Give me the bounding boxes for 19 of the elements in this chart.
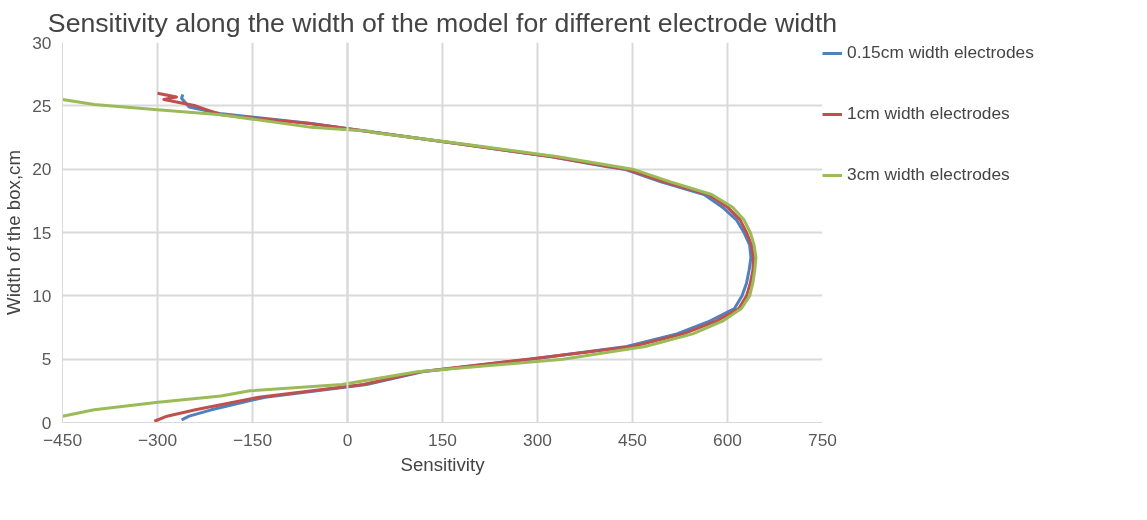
- legend-label: 3cm width electrodes: [847, 164, 1010, 185]
- x-tick-label: 150: [428, 429, 457, 450]
- x-tick-label: 600: [713, 429, 742, 450]
- x-tick-label: 0: [342, 429, 353, 450]
- x-axis-title: Sensitivity: [400, 453, 486, 475]
- y-axis-title: Width of the box,cm: [3, 150, 25, 315]
- legend-label: 1cm width electrodes: [847, 103, 1010, 124]
- y-tick-label: 5: [41, 349, 52, 370]
- y-tick-label: 15: [32, 222, 52, 243]
- y-tick-label: 10: [32, 285, 52, 306]
- legend-label: 0.15cm width electrodes: [847, 42, 1034, 63]
- x-tick-label: 450: [618, 429, 647, 450]
- y-tick-label: 20: [32, 159, 52, 180]
- x-tick-label: −150: [232, 429, 273, 450]
- x-tick-label: −300: [137, 429, 178, 450]
- y-tick-label: 25: [32, 95, 52, 116]
- x-tick-label: 750: [808, 429, 837, 450]
- x-tick-label: 300: [523, 429, 552, 450]
- line-series: [62, 98, 758, 418]
